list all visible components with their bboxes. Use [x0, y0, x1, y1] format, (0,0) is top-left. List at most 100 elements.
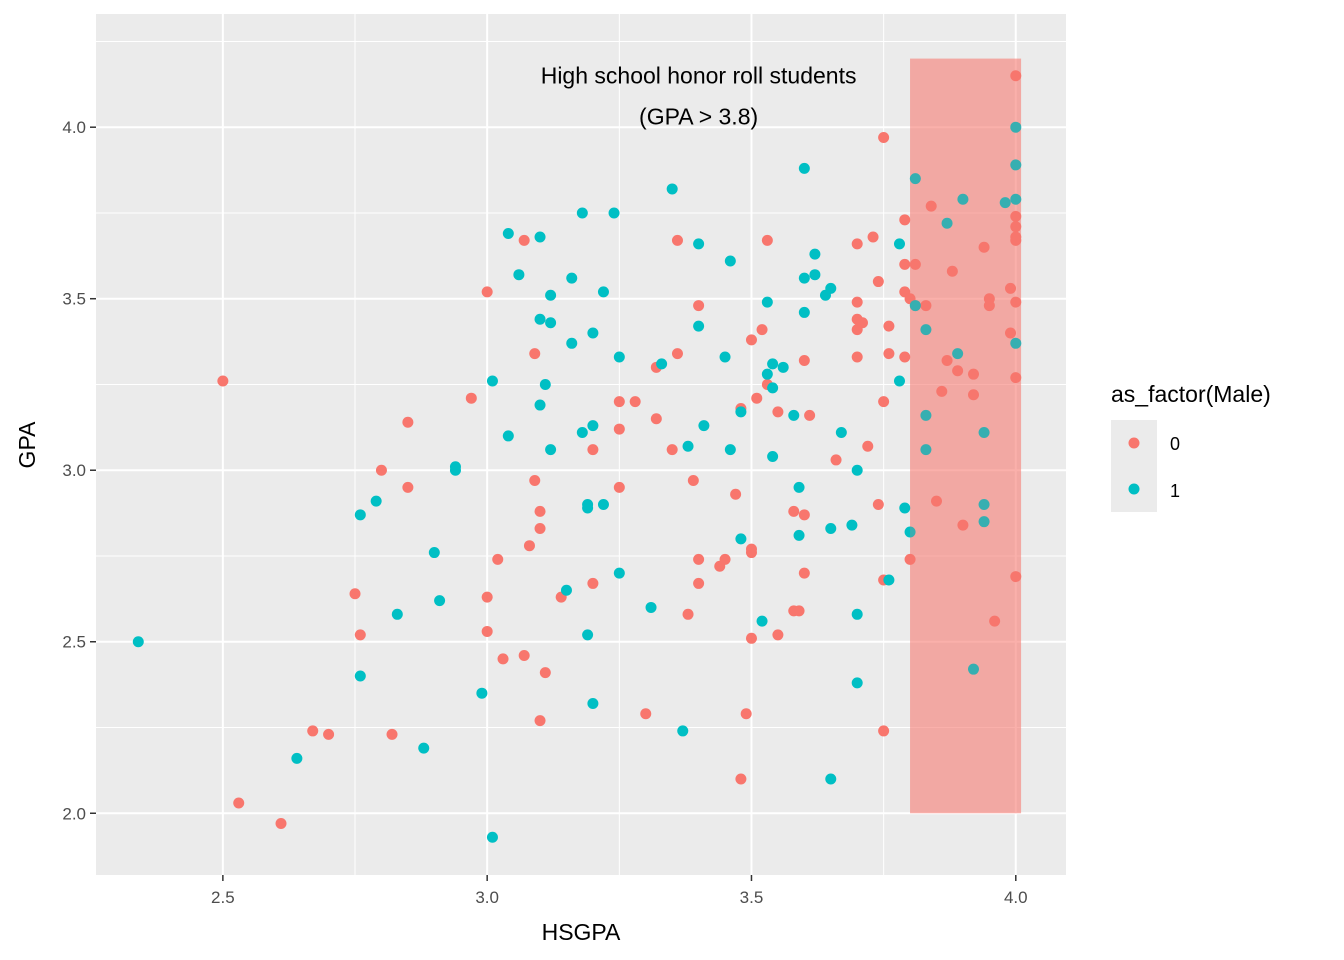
y-tick-label: 2.5 — [62, 633, 86, 652]
data-point-series-0 — [798, 567, 810, 579]
data-point-series-0 — [878, 131, 890, 143]
data-point-series-1 — [978, 426, 990, 438]
data-point-series-0 — [402, 481, 414, 493]
data-point-series-0 — [1010, 70, 1022, 82]
x-tick-label: 2.5 — [211, 888, 235, 907]
data-point-series-1 — [613, 567, 625, 579]
data-point-series-0 — [1004, 327, 1016, 339]
data-point-series-0 — [946, 265, 958, 277]
data-point-series-0 — [967, 389, 979, 401]
data-point-series-1 — [545, 317, 557, 329]
data-point-series-0 — [687, 475, 699, 487]
data-point-series-0 — [788, 505, 800, 517]
data-point-series-0 — [862, 440, 874, 452]
data-point-series-1 — [835, 426, 847, 438]
data-point-series-1 — [724, 255, 736, 267]
data-point-series-1 — [486, 831, 498, 843]
data-point-series-0 — [941, 354, 953, 366]
data-point-series-0 — [756, 324, 768, 336]
data-point-series-1 — [645, 601, 657, 613]
data-point-series-0 — [899, 351, 911, 363]
data-point-series-1 — [656, 358, 668, 370]
data-point-series-0 — [481, 625, 493, 637]
data-point-series-0 — [629, 396, 641, 408]
data-point-series-1 — [825, 773, 837, 785]
data-point-series-1 — [513, 269, 525, 281]
data-point-series-1 — [767, 451, 779, 463]
y-tick-label: 3.0 — [62, 461, 86, 480]
data-point-series-0 — [761, 234, 773, 246]
data-point-series-0 — [798, 354, 810, 366]
data-point-series-1 — [798, 306, 810, 318]
data-point-series-0 — [920, 300, 932, 312]
data-point-series-1 — [418, 742, 430, 754]
data-point-series-1 — [851, 464, 863, 476]
data-point-series-1 — [354, 670, 366, 682]
data-point-series-1 — [788, 409, 800, 421]
data-point-series-0 — [909, 258, 921, 270]
data-point-series-1 — [920, 324, 932, 336]
data-point-series-1 — [587, 697, 599, 709]
data-point-series-0 — [613, 396, 625, 408]
data-point-series-1 — [534, 313, 546, 325]
data-point-series-0 — [529, 475, 541, 487]
data-point-series-0 — [967, 368, 979, 380]
data-point-series-0 — [497, 653, 509, 665]
data-point-series-1 — [545, 289, 557, 301]
data-point-series-0 — [878, 396, 890, 408]
data-point-series-1 — [957, 193, 969, 205]
data-point-series-1 — [698, 420, 710, 432]
data-point-series-0 — [233, 797, 245, 809]
honor-roll-highlight-overlay — [910, 58, 1022, 814]
annotation-line-1: High school honor roll students — [541, 63, 857, 89]
data-point-series-1 — [693, 320, 705, 332]
data-point-series-0 — [275, 818, 287, 830]
data-point-series-0 — [936, 385, 948, 397]
data-point-series-0 — [518, 234, 530, 246]
data-point-series-0 — [1004, 282, 1016, 294]
data-point-series-0 — [925, 200, 937, 212]
data-point-series-0 — [851, 351, 863, 363]
data-point-series-1 — [576, 207, 588, 219]
data-point-series-0 — [751, 392, 763, 404]
data-point-series-0 — [745, 547, 757, 559]
data-point-series-0 — [682, 608, 694, 620]
y-tick-label: 4.0 — [62, 118, 86, 137]
x-tick-label: 4.0 — [1004, 888, 1028, 907]
data-point-series-0 — [872, 499, 884, 511]
x-axis-ticks: 2.5 3.0 3.5 4.0 — [211, 875, 1028, 907]
honor-roll-highlight-rect — [910, 58, 1022, 814]
data-point-series-1 — [560, 584, 572, 596]
data-point-series-1 — [608, 207, 620, 219]
data-point-series-0 — [983, 300, 995, 312]
data-point-series-0 — [465, 392, 477, 404]
y-axis-ticks: 2.0 2.5 3.0 3.5 4.0 — [62, 118, 96, 823]
x-tick-label: 3.0 — [475, 888, 499, 907]
data-point-series-0 — [587, 577, 599, 589]
data-point-series-1 — [846, 519, 858, 531]
data-point-series-0 — [539, 667, 551, 679]
legend: as_factor(Male) 0 1 — [1111, 381, 1271, 512]
data-point-series-1 — [693, 238, 705, 250]
data-point-series-1 — [682, 440, 694, 452]
data-point-series-1 — [952, 348, 964, 360]
data-point-series-1 — [576, 426, 588, 438]
data-point-series-1 — [370, 495, 382, 507]
data-point-series-0 — [523, 540, 535, 552]
x-axis-title: HSGPA — [542, 919, 621, 945]
data-point-series-1 — [941, 217, 953, 229]
x-tick-label: 3.5 — [740, 888, 764, 907]
data-point-series-0 — [883, 320, 895, 332]
data-point-series-0 — [534, 715, 546, 727]
data-point-series-1 — [798, 272, 810, 284]
data-point-series-0 — [613, 423, 625, 435]
data-point-series-0 — [354, 629, 366, 641]
data-point-series-0 — [1010, 372, 1022, 384]
data-point-series-1 — [666, 183, 678, 195]
data-point-series-1 — [767, 358, 779, 370]
data-point-series-1 — [851, 608, 863, 620]
data-point-series-1 — [883, 574, 895, 586]
panel-background — [96, 14, 1066, 875]
data-point-series-1 — [132, 636, 144, 648]
data-point-series-1 — [486, 375, 498, 387]
